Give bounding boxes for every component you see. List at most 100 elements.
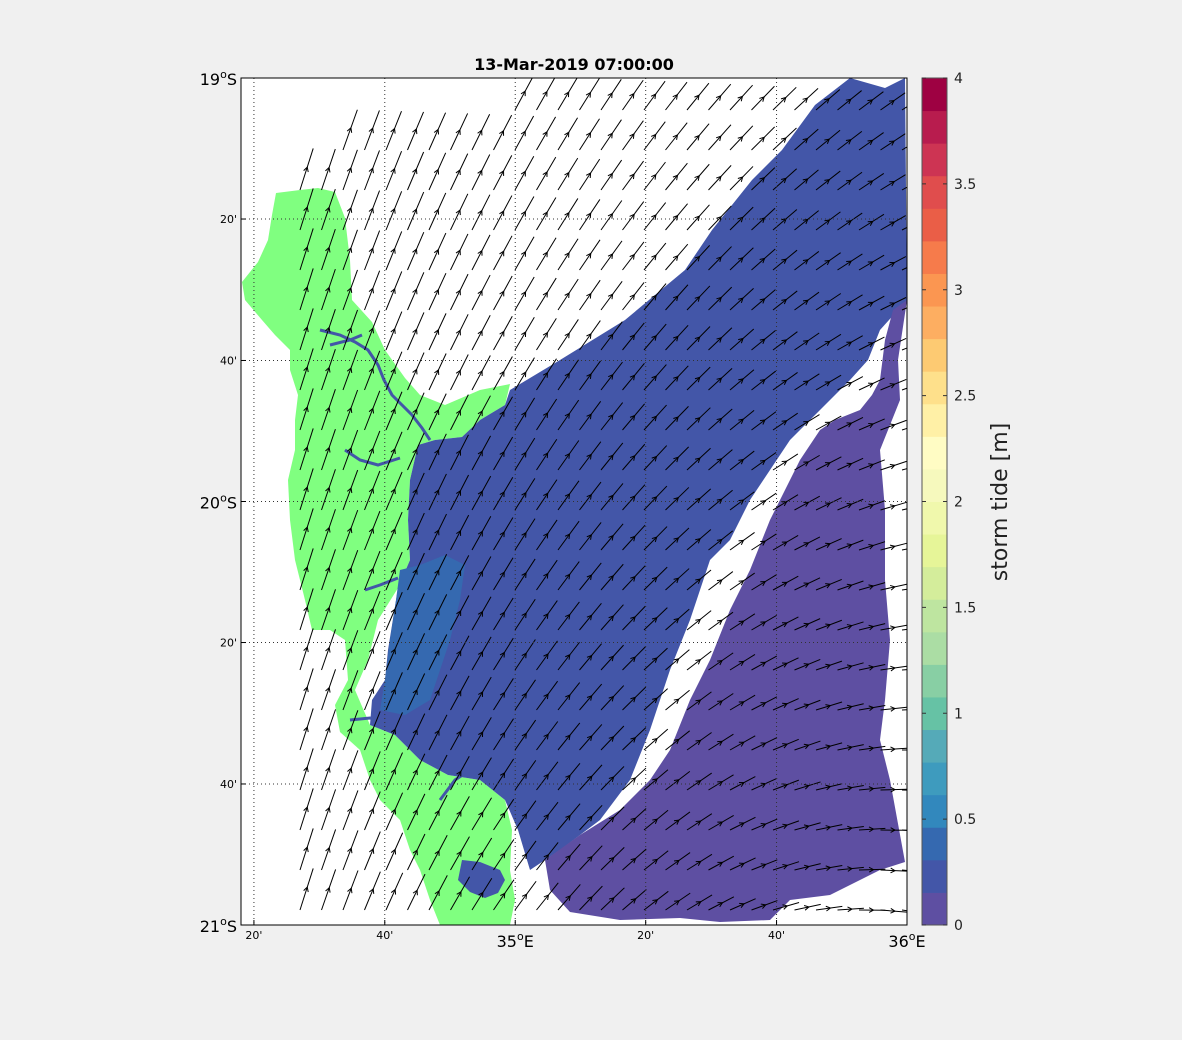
current-vector xyxy=(579,522,602,551)
current-vector xyxy=(364,150,380,191)
current-vector-arrowhead xyxy=(781,622,788,628)
lat-tick-label: 21oS xyxy=(200,915,237,936)
current-vector xyxy=(794,699,821,711)
current-vector-arrowhead xyxy=(694,134,700,141)
current-vector-arrowhead xyxy=(739,862,746,868)
current-vector xyxy=(364,550,381,591)
current-vector-arrowhead xyxy=(565,613,571,620)
current-vector-arrowhead xyxy=(499,450,505,457)
current-vector-arrowhead xyxy=(455,128,461,135)
current-vector xyxy=(729,247,754,271)
current-vector xyxy=(493,798,515,831)
current-vector-arrowhead xyxy=(543,854,550,860)
current-vector xyxy=(407,472,425,511)
current-vector xyxy=(837,335,863,351)
current-vector xyxy=(299,668,314,711)
map-grid xyxy=(241,78,907,925)
current-vector xyxy=(643,121,666,151)
current-vector xyxy=(880,256,907,271)
current-vector-arrowhead xyxy=(543,733,549,740)
current-vector-arrowhead xyxy=(368,727,375,734)
current-vector-arrowhead xyxy=(607,293,614,300)
colorbar-swatch xyxy=(922,403,947,437)
current-vector-arrowhead xyxy=(456,730,462,737)
current-vector xyxy=(514,558,536,591)
current-vector-arrowhead xyxy=(845,139,852,145)
current-vector-arrowhead xyxy=(824,381,831,387)
current-vector-arrowhead xyxy=(586,493,592,500)
current-vector xyxy=(579,562,602,591)
current-vector xyxy=(579,401,602,431)
current-vector-arrowhead xyxy=(738,378,744,384)
current-vector-arrowhead xyxy=(781,581,788,587)
current-vector xyxy=(837,212,863,231)
current-vector xyxy=(536,237,557,271)
current-vector xyxy=(557,763,581,791)
current-vector xyxy=(751,655,778,671)
current-vector-arrowhead xyxy=(802,218,809,225)
current-vector xyxy=(493,557,514,591)
current-vector-arrowhead xyxy=(368,247,374,254)
current-vector xyxy=(794,822,821,831)
current-vector xyxy=(579,885,603,911)
current-vector xyxy=(643,161,666,191)
current-vector-arrowhead xyxy=(782,783,789,789)
current-vector xyxy=(471,596,492,631)
current-vector-arrowhead xyxy=(477,530,483,537)
colorbar-swatch xyxy=(922,273,947,307)
current-vector xyxy=(622,322,645,351)
current-vector-arrowhead xyxy=(542,331,548,338)
current-vector-arrowhead xyxy=(434,368,440,375)
current-vector-arrowhead xyxy=(673,416,679,422)
current-vector xyxy=(428,192,447,231)
current-vector-arrowhead xyxy=(325,526,331,533)
current-vector-arrowhead xyxy=(912,505,917,510)
current-vector xyxy=(536,600,558,631)
current-vector xyxy=(321,669,337,711)
current-vector xyxy=(815,905,843,911)
current-vector xyxy=(428,393,447,431)
current-vector xyxy=(665,730,691,751)
current-vector xyxy=(342,509,359,551)
current-vector-arrowhead xyxy=(456,650,462,657)
current-vector xyxy=(299,708,314,751)
current-vector xyxy=(901,347,907,351)
current-vector-arrowhead xyxy=(889,463,896,470)
current-vector xyxy=(321,789,337,831)
current-vector-arrowhead xyxy=(499,571,505,578)
current-vector xyxy=(772,494,799,511)
current-vector xyxy=(751,777,778,791)
current-vector-arrowhead xyxy=(846,220,852,226)
current-vector-arrowhead xyxy=(738,458,745,465)
current-vector xyxy=(729,328,755,351)
latitude-ticks: 19oS 20' 40' 20oS 20' 40' 21oS xyxy=(200,68,246,936)
current-vector-arrowhead xyxy=(760,742,767,748)
current-vector xyxy=(364,510,381,551)
current-vector-arrowhead xyxy=(847,866,854,872)
colorbar-swatch xyxy=(922,696,947,731)
current-vector-arrowhead xyxy=(652,818,659,824)
current-vector-arrowhead xyxy=(543,572,549,579)
current-vector-arrowhead xyxy=(911,182,916,186)
current-vector-arrowhead xyxy=(912,788,916,793)
current-vector xyxy=(321,228,336,271)
current-vector xyxy=(407,151,425,191)
current-vector xyxy=(364,831,381,871)
current-vector xyxy=(643,890,669,911)
current-vector-arrowhead xyxy=(825,663,832,670)
current-vector-arrowhead xyxy=(368,487,375,494)
current-vector xyxy=(471,114,491,151)
current-vector-arrowhead xyxy=(607,172,613,179)
current-vector xyxy=(471,877,493,911)
current-vector xyxy=(837,866,864,871)
current-vector-arrowhead xyxy=(347,887,353,894)
current-vector-arrowhead xyxy=(781,177,787,184)
current-vector-arrowhead xyxy=(456,570,462,576)
current-vector xyxy=(729,491,755,511)
current-vector xyxy=(471,475,492,511)
current-vector-arrowhead xyxy=(716,498,723,504)
current-vector xyxy=(407,793,426,831)
current-vector-arrowhead xyxy=(455,369,461,376)
current-vector xyxy=(514,236,535,271)
current-vector xyxy=(686,82,710,111)
